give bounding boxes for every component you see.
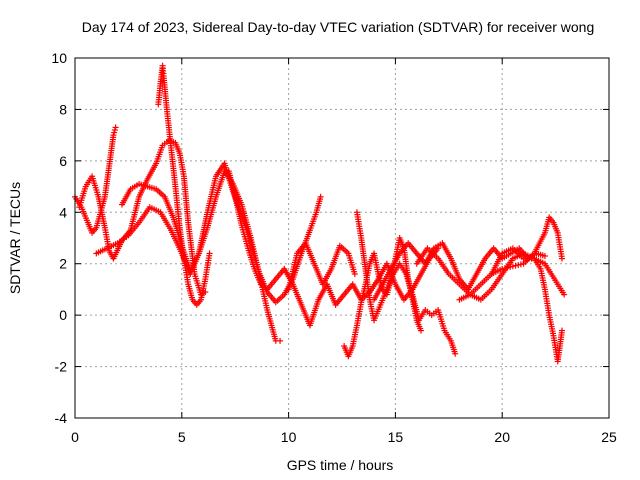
data-point: [317, 193, 324, 200]
data-markers: [72, 62, 568, 365]
plot-frame: [74, 57, 610, 419]
x-tick-label: 25: [601, 429, 617, 445]
x-tick-label: 5: [178, 429, 186, 445]
data-point: [206, 250, 213, 257]
y-tick-label: 4: [59, 204, 67, 220]
y-tick-label: 0: [59, 307, 67, 323]
x-axis-label: GPS time / hours: [287, 457, 394, 473]
data-marker: [512, 262, 519, 269]
data-marker: [504, 264, 511, 271]
data-point: [418, 327, 425, 334]
data-point: [559, 327, 566, 334]
data-point: [559, 255, 566, 262]
data-point: [499, 265, 506, 272]
x-tick-label: 10: [281, 429, 297, 445]
data-point: [112, 124, 119, 131]
data-point: [541, 253, 548, 259]
x-tick-label: 15: [388, 429, 404, 445]
data-point: [351, 271, 358, 277]
y-tick-label: 8: [59, 101, 67, 117]
data-marker: [515, 262, 522, 268]
y-tick-label: 2: [59, 256, 67, 272]
data-marker: [507, 263, 514, 270]
data-point: [509, 263, 516, 270]
tick-layer: 0 5 10 15 20 25 -4 -2 0 2 4 6 8 10: [51, 50, 617, 445]
y-tick-label: -2: [55, 359, 68, 375]
data-marker: [501, 265, 508, 272]
y-tick-label: -4: [55, 410, 68, 426]
grid-layer: [75, 58, 609, 418]
chart-title: Day 174 of 2023, Sidereal Day-to-day VTE…: [82, 19, 595, 35]
data-point: [561, 291, 568, 298]
x-tick-label: 0: [71, 429, 79, 445]
y-tick-label: 6: [59, 153, 67, 169]
data-marker: [517, 261, 524, 268]
y-tick-label: 10: [51, 50, 67, 66]
x-tick-label: 20: [494, 429, 510, 445]
data-point: [277, 337, 284, 344]
y-axis-label: SDTVAR / TECUs: [7, 182, 23, 294]
data-point: [452, 350, 459, 357]
